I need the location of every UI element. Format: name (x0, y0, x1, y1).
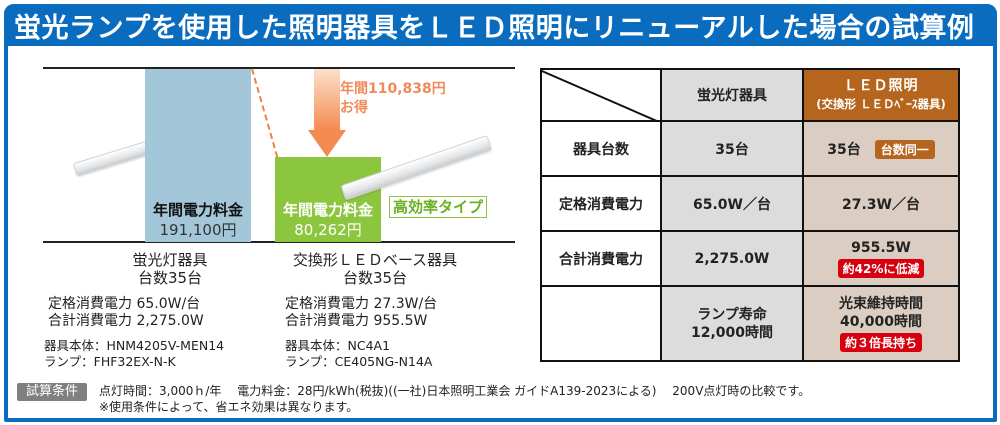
bar-label: 年間電力料金 (152, 201, 243, 219)
same-count-badge: 台数同一 (874, 139, 935, 159)
led-cost-bar: 年間電力料金 80,262円 (275, 157, 381, 242)
row-label: 合計消費電力 (540, 230, 662, 287)
corner-diagonal-cell (540, 68, 662, 122)
chart-baseline (43, 241, 515, 243)
led-cell: 27.3W／台 (802, 175, 960, 232)
bar-value: 191,100円 (159, 221, 237, 239)
conditions-line-1: 点灯時間：3,000ｈ/年 電力料金：28円/kWh(税抜)((一社)日本照明工… (99, 384, 811, 398)
fluorescent-lamp-model: ランプ：FHF32EX-N-K (44, 354, 176, 369)
lumen-maintenance-value: 40,000時間 (839, 314, 923, 330)
efficiency-badge: 高効率タイプ (389, 196, 488, 218)
fluorescent-cell: ランプ寿命 12,000時間 (660, 285, 804, 362)
fluorescent-cell: 65.0W／台 (660, 175, 804, 232)
led-value: 35台 (827, 141, 861, 158)
row-label (540, 285, 662, 362)
led-cell: 光束維持時間 40,000時間 約３倍長持ち (802, 285, 960, 362)
table-row: 器具台数 35台 35台 台数同一 (540, 120, 960, 177)
chart-top-rule (43, 67, 515, 69)
fluorescent-rated-power: 定格消費電力 65.0W/台 (48, 296, 201, 312)
table-row: 定格消費電力 65.0W／台 27.3W／台 (540, 175, 960, 232)
longevity-badge: 約３倍長持ち (839, 333, 922, 352)
led-count: 台数35台 (342, 269, 408, 287)
fluorescent-models: 器具本体：HNM4205V-MEN14 ランプ：FHF32EX-N-K (44, 338, 224, 370)
led-body-model: 器具本体：NC4A1 (285, 338, 391, 353)
fluorescent-title: 蛍光灯器具 台数35台 (70, 251, 270, 287)
led-cell: 35台 台数同一 (802, 120, 960, 177)
down-arrow-head-icon (308, 130, 346, 157)
saving-annotation: 年間110,838円 お得 (340, 80, 446, 118)
table-row: 合計消費電力 2,275.0W 955.5W 約42%に低減 (540, 230, 960, 287)
reduction-badge: 約42%に低減 (837, 259, 925, 278)
saving-amount: 年間110,838円 (340, 81, 446, 97)
fluorescent-cost-bar: 年間電力料金 191,100円 (145, 69, 251, 242)
led-cell: 955.5W 約42%に低減 (802, 230, 960, 287)
diagonal-line (543, 71, 659, 119)
row-label: 器具台数 (540, 120, 662, 177)
bar-value: 80,262円 (294, 221, 362, 239)
fluorescent-count: 台数35台 (137, 269, 203, 287)
led-lamp-model: ランプ：CE405NG-N14A (285, 354, 433, 369)
header-led-sub: (交換形 ＬＥＤﾍﾞｰｽ器具) (816, 97, 946, 111)
row-label: 定格消費電力 (540, 175, 662, 232)
fluorescent-cell: 35台 (660, 120, 804, 177)
conditions-text: 点灯時間：3,000ｈ/年 電力料金：28円/kWh(税抜)((一社)日本照明工… (99, 383, 810, 415)
conditions-line-2: ※使用条件によって、省エネ効果は異なります。 (99, 400, 359, 414)
header-led-main: ＬＥＤ照明 (843, 78, 919, 94)
page-title: 蛍光ランプを使用した照明器具をＬＥＤ照明にリニューアルした場合の試算例 (4, 4, 997, 46)
led-value: 955.5W (851, 240, 911, 256)
header-led: ＬＥＤ照明 (交換形 ＬＥＤﾍﾞｰｽ器具) (802, 68, 960, 122)
lumen-maintenance-label: 光束維持時間 (839, 296, 923, 312)
conditions-badge: 試算条件 (17, 383, 87, 401)
fluorescent-cell: 2,275.0W (660, 230, 804, 287)
led-rated-power: 定格消費電力 27.3W/台 (285, 296, 438, 312)
down-arrow-icon (314, 69, 340, 131)
lamp-life-label: ランプ寿命 (697, 306, 767, 323)
fluorescent-name: 蛍光灯器具 (132, 251, 208, 269)
comparison-table: 蛍光灯器具 ＬＥＤ照明 (交換形 ＬＥＤﾍﾞｰｽ器具) 器具台数 35台 35台… (540, 68, 960, 362)
header-fluorescent: 蛍光灯器具 (660, 68, 804, 122)
lamp-life-value: 12,000時間 (690, 324, 774, 341)
led-total-power: 合計消費電力 955.5W (285, 313, 428, 329)
fluorescent-body-model: 器具本体：HNM4205V-MEN14 (44, 338, 225, 353)
saving-label: お得 (340, 100, 368, 116)
fluorescent-total-power: 合計消費電力 2,275.0W (48, 313, 204, 329)
led-title: 交換形ＬＥＤベース器具 台数35台 (280, 251, 470, 287)
led-specs: 定格消費電力 27.3W/台 合計消費電力 955.5W (285, 296, 437, 330)
fluorescent-specs: 定格消費電力 65.0W/台 合計消費電力 2,275.0W (48, 296, 204, 330)
table-row: ランプ寿命 12,000時間 光束維持時間 40,000時間 約３倍長持ち (540, 285, 960, 362)
bar-label: 年間電力料金 (282, 201, 373, 219)
led-models: 器具本体：NC4A1 ランプ：CE405NG-N14A (285, 338, 432, 370)
table-header-row: 蛍光灯器具 ＬＥＤ照明 (交換形 ＬＥＤﾍﾞｰｽ器具) (540, 68, 960, 122)
led-name: 交換形ＬＥＤベース器具 (292, 251, 458, 269)
